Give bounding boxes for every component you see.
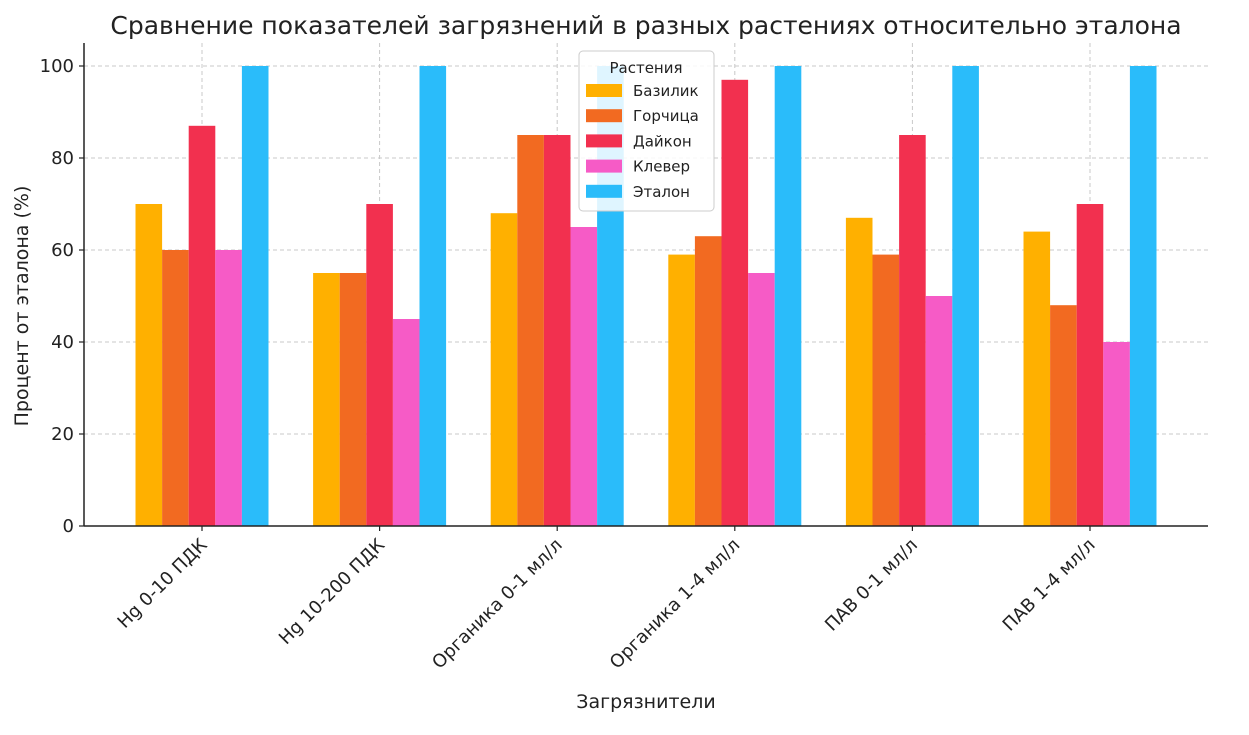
bar-3-3 [543, 135, 571, 526]
legend-label-3: Дайкон [633, 132, 692, 150]
bar-1-2 [162, 250, 189, 526]
legend-swatch-3 [586, 134, 622, 148]
chart-title: Сравнение показателей загрязнений в разн… [110, 11, 1181, 40]
bar-1-4 [215, 250, 242, 526]
bar-2-1 [313, 273, 340, 526]
bar-4-1 [668, 254, 695, 526]
bar-1-1 [135, 204, 163, 526]
legend-label-4: Клевер [633, 158, 690, 176]
y-tick-label-3: 60 [51, 240, 74, 261]
bar-5-5 [952, 66, 979, 526]
bar-2-2 [339, 273, 367, 526]
legend-label-1: Базилик [633, 82, 699, 100]
bar-6-4 [1103, 342, 1130, 526]
legend-swatch-5 [586, 184, 622, 198]
x-tick-label-4: ПАВ 0-1 мл/л [821, 535, 922, 636]
bar-3-1 [490, 213, 518, 526]
bars-layer [135, 66, 1157, 527]
axes-layer [83, 43, 1208, 527]
legend-items: Базилик Горчица Дайкон Клевер Эталон [586, 82, 699, 201]
bar-2-5 [419, 66, 447, 526]
bar-5-3 [899, 135, 926, 526]
bar-5-1 [845, 217, 873, 527]
x-tick-label-1: Hg 10-200 ПДК [275, 535, 389, 649]
y-tick-label-5: 100 [40, 56, 74, 77]
bar-6-5 [1129, 66, 1157, 526]
legend-swatch-2 [586, 109, 622, 123]
y-tick-label-1: 20 [51, 424, 74, 445]
legend-label-5: Эталон [633, 183, 690, 201]
bar-3-4 [570, 227, 598, 526]
bar-1-3 [188, 125, 216, 527]
bar-3-2 [517, 135, 544, 526]
legend-label-2: Горчица [633, 107, 699, 125]
x-tick-label-5: ПАВ 1-4 мл/л [999, 535, 1100, 636]
y-tick-label-2: 40 [51, 332, 74, 353]
x-tick-label-3: Органика 1-4 мл/л [606, 535, 745, 674]
bar-4-2 [694, 236, 722, 526]
x-tick-label-0: Hg 0-10 ПДК [114, 535, 212, 633]
bar-4-3 [721, 79, 749, 527]
legend: Растения Базилик Горчица Дайкон Клевер Этало… [578, 50, 715, 212]
y-tick-label-0: 0 [63, 516, 74, 537]
bar-6-2 [1050, 305, 1077, 526]
y-axis-label: Процент от эталона (%) [11, 186, 33, 427]
bar-5-4 [925, 296, 953, 526]
bar-4-5 [774, 66, 802, 526]
bar-6-3 [1076, 204, 1104, 526]
bar-6-1 [1023, 231, 1051, 526]
legend-title: Растения [609, 59, 682, 77]
bar-2-4 [392, 319, 420, 526]
legend-swatch-1 [586, 84, 622, 97]
x-tick-label-2: Органика 0-1 мл/л [428, 535, 567, 674]
x-axis-label: Загрязнители [576, 691, 715, 713]
legend-swatch-4 [586, 159, 622, 173]
bar-5-2 [872, 254, 900, 526]
bar-2-3 [366, 204, 393, 526]
bar-4-4 [748, 273, 775, 526]
bar-1-5 [241, 66, 269, 526]
y-tick-label-4: 80 [51, 148, 74, 169]
